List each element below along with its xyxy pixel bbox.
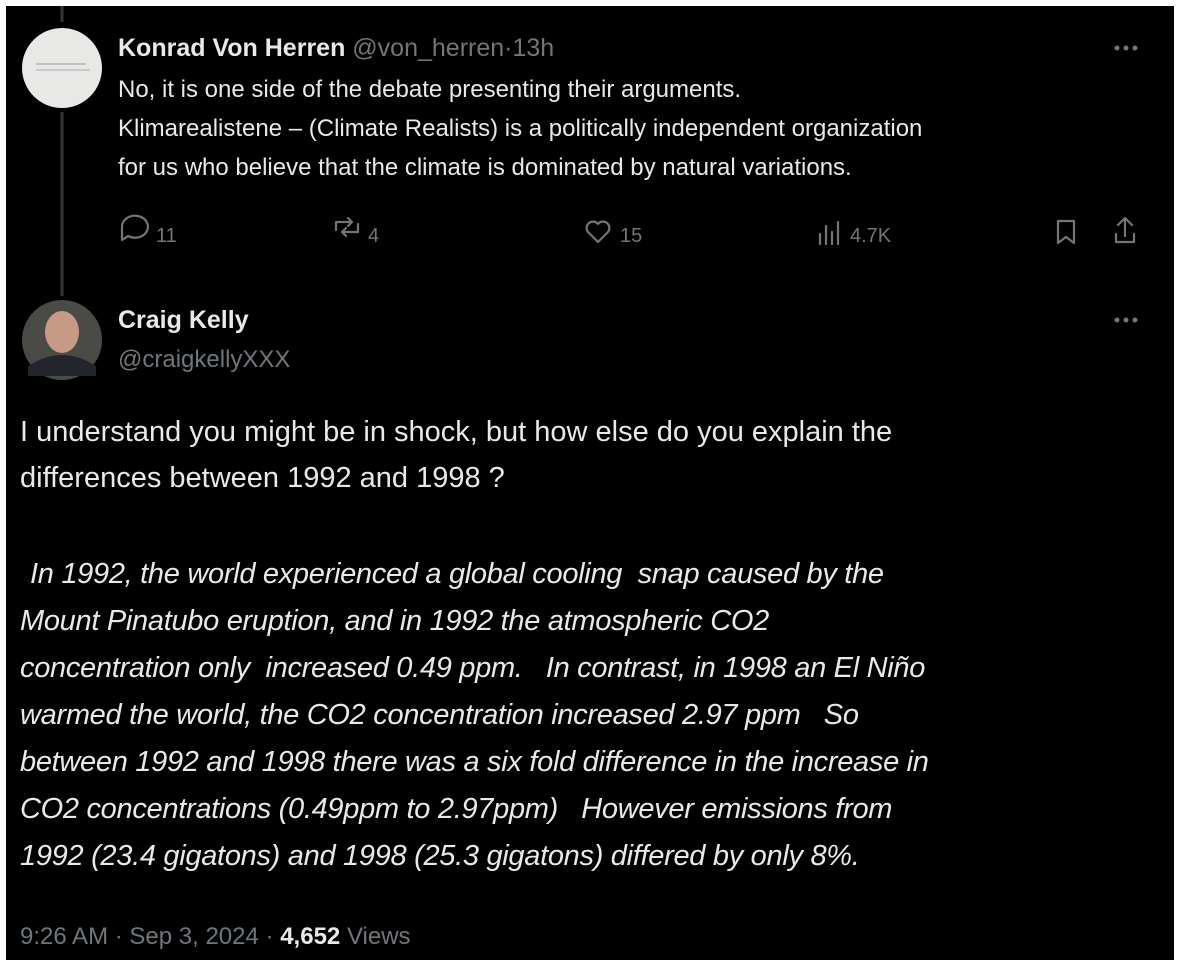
like-icon[interactable]	[587, 222, 610, 242]
reply-text: Klimarealistene – (Climate Realists) is …	[118, 115, 922, 143]
views-icon[interactable]	[820, 222, 838, 244]
views-count: 4,652	[280, 923, 340, 950]
reply-header: Konrad Von Herren @von_herren·13h	[118, 34, 554, 63]
author-handle[interactable]: @craigkellyXXX	[118, 346, 290, 374]
post-time: 9:26 AM	[20, 923, 108, 950]
author-handle[interactable]: @von_herren	[352, 34, 504, 62]
like-count: 15	[620, 225, 642, 248]
bookmark-icon[interactable]	[1058, 221, 1074, 243]
reply-text: No, it is one side of the debate present…	[118, 76, 741, 104]
post-date: Sep 3, 2024	[129, 923, 258, 950]
tweet-text: I understand you might be in shock, but …	[20, 416, 892, 449]
tweet-text: differences between 1992 and 1998 ?	[20, 462, 505, 495]
reply-text: for us who believe that the climate is d…	[118, 154, 852, 182]
post-time: 13h	[512, 34, 554, 62]
view-count: 4.7K	[850, 225, 891, 248]
separator: ·	[115, 923, 123, 950]
tweet-text: warmed the world, the CO2 concentration …	[20, 699, 859, 732]
repost-count: 4	[368, 225, 379, 248]
separator: ·	[266, 923, 274, 950]
tweet-text: between 1992 and 1998 there was a six fo…	[20, 746, 929, 779]
avatar[interactable]	[22, 28, 102, 108]
tweet-text: Mount Pinatubo eruption, and in 1992 the…	[20, 605, 769, 638]
tweet-text: concentration only increased 0.49 ppm. I…	[20, 652, 925, 685]
reply-icon[interactable]	[122, 216, 148, 240]
author-name[interactable]: Craig Kelly	[118, 306, 249, 335]
avatar-face	[45, 311, 79, 353]
tweet-text: CO2 concentrations (0.49ppm to 2.97ppm) …	[20, 793, 892, 826]
more-icon[interactable]	[1115, 318, 1138, 323]
tweet-text: 1992 (23.4 gigatons) and 1998 (25.3 giga…	[20, 840, 860, 873]
reply-count: 11	[156, 225, 177, 248]
tweet-footer: 9:26 AM · Sep 3, 2024 · 4,652 Views	[20, 923, 411, 951]
repost-icon[interactable]	[336, 218, 358, 236]
share-icon[interactable]	[1116, 218, 1134, 242]
author-name[interactable]: Konrad Von Herren	[118, 34, 345, 62]
more-icon[interactable]	[1115, 46, 1138, 51]
screenshot: Konrad Von Herren @von_herren·13h No, it…	[6, 6, 1174, 960]
tweet-text: In 1992, the world experienced a global …	[30, 558, 884, 591]
views-label: Views	[347, 923, 411, 950]
